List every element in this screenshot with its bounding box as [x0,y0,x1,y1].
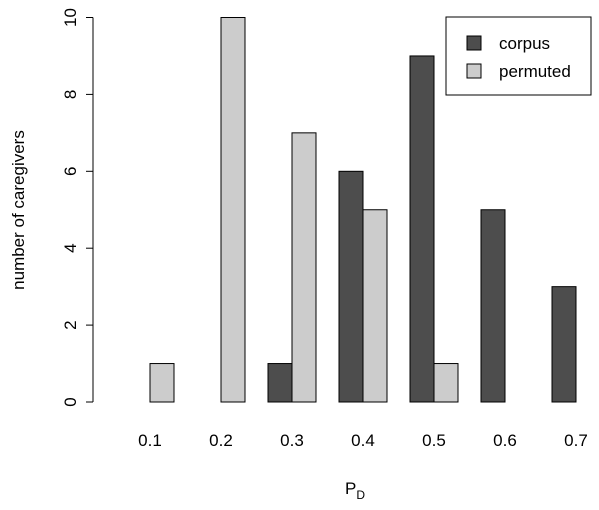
bar-permuted-0.2 [220,17,246,403]
x-tick-label: 0.5 [422,431,446,450]
bar-corpus-0.4 [338,170,364,403]
bar-permuted-0.3 [291,132,317,403]
x-axis-label-subscript: D [356,488,365,502]
bar-permuted-0.1 [149,363,175,403]
y-axis: 0 2 4 6 8 10 [61,8,94,407]
y-tick-label: 8 [61,90,80,99]
bar-corpus-0.5 [409,55,435,403]
bar-corpus-0.6 [480,209,506,403]
legend-box [445,16,592,96]
y-axis-label: number of caregivers [9,130,28,290]
y-tick-label: 2 [61,320,80,329]
x-tick-label: 0.6 [493,431,517,450]
bar-permuted-0.4 [362,209,388,403]
x-tick-label: 0.3 [280,431,304,450]
legend-label-corpus: corpus [499,34,550,53]
bars [149,17,577,403]
legend: corpus permuted [445,16,592,96]
bar-corpus-0.7 [551,286,577,403]
y-tick-label: 4 [61,243,80,252]
legend-swatch-permuted [466,63,482,79]
x-tick-label: 0.7 [564,431,588,450]
x-tick-label: 0.2 [209,431,233,450]
x-tick-label: 0.4 [351,431,375,450]
x-axis-label: PD [345,479,365,502]
x-tick-label: 0.1 [138,431,162,450]
x-axis-label-main: P [345,479,356,498]
bar-corpus-0.3 [267,363,293,403]
y-tick-label: 10 [61,8,80,27]
y-tick-label: 0 [61,397,80,406]
legend-label-permuted: permuted [499,62,571,81]
x-axis-tick-labels: 0.1 0.2 0.3 0.4 0.5 0.6 0.7 [138,431,588,450]
y-tick-label: 6 [61,167,80,176]
bar-permuted-0.5 [433,363,459,403]
legend-swatch-corpus [466,35,482,51]
